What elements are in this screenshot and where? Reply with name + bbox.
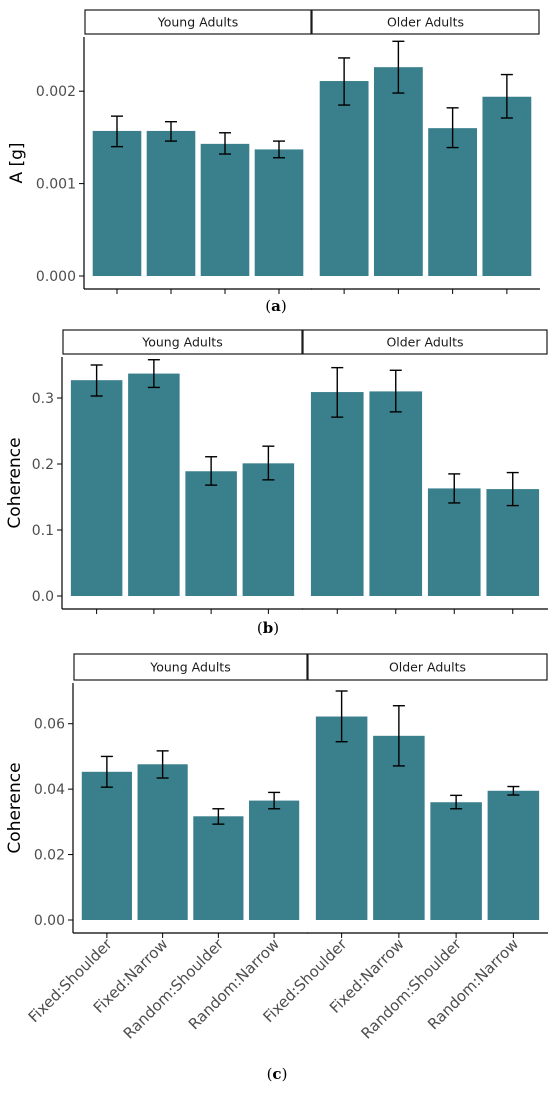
bar	[81, 771, 132, 920]
caption-paren-close: )	[273, 619, 279, 637]
bar	[70, 380, 123, 596]
y-tick-label: 0.00	[34, 913, 65, 929]
y-tick-label: 0.04	[34, 782, 65, 798]
bar	[200, 143, 250, 276]
caption-letter: a	[271, 297, 281, 315]
facet-strip	[73, 653, 308, 681]
facet-young-adults: Young Adults	[84, 9, 312, 294]
y-axis-title: Coherence	[5, 762, 25, 853]
bar	[486, 489, 540, 596]
y-tick-label: 0.06	[34, 717, 65, 733]
caption-paren-close: )	[282, 1065, 288, 1083]
caption-paren-close: )	[281, 297, 287, 315]
bar	[254, 149, 304, 276]
chart-panel-a: 0.000 0.001 0.002 A [g] Young Adults Older Ad…	[7, 9, 540, 315]
x-tick-label: Random:Shoulder	[358, 935, 466, 1043]
panel-caption: (a)	[265, 297, 286, 315]
facet-young-adults: Young AdultsFixed:ShoulderFixed:NarrowRa…	[25, 653, 308, 1043]
y-tick-label: 0.000	[36, 269, 76, 285]
bar	[487, 790, 540, 920]
bar	[92, 130, 142, 276]
bar	[428, 128, 478, 276]
bar	[430, 802, 482, 920]
y-tick-label: 0.2	[32, 457, 54, 473]
caption-paren-open: (	[257, 619, 263, 637]
panel-caption: (c)	[267, 1065, 288, 1083]
bar	[242, 463, 295, 596]
panel-caption: (b)	[257, 619, 279, 637]
facet-older-adults: Older Adults	[302, 329, 548, 614]
y-axis-title: Coherence	[5, 437, 25, 528]
y-tick-label: 0.002	[36, 84, 76, 100]
facet-strip	[311, 9, 540, 35]
caption-letter: b	[263, 619, 274, 637]
facet-strip	[84, 9, 312, 35]
facet-strip	[307, 653, 548, 681]
caption-paren-open: (	[267, 1065, 273, 1083]
facet-strip-label: Young Adults	[149, 660, 230, 675]
bar	[193, 816, 244, 920]
bar	[310, 392, 364, 596]
facet-strip-label: Older Adults	[387, 15, 464, 30]
facet-strip	[302, 329, 548, 355]
facet-older-adults: Older Adults	[311, 9, 540, 294]
bar	[369, 391, 423, 596]
facet-strip	[62, 329, 303, 355]
y-tick-label: 0.3	[32, 391, 54, 407]
caption-letter: c	[272, 1065, 281, 1083]
bar	[128, 373, 180, 596]
y-tick-label: 0.0	[32, 589, 54, 605]
bar	[319, 81, 369, 276]
y-tick-label: 0.02	[34, 848, 65, 864]
y-tick-label: 0.001	[36, 177, 76, 193]
caption-paren-open: (	[265, 297, 271, 315]
bar	[146, 130, 196, 276]
facet-strip-label: Older Adults	[389, 660, 466, 675]
facet-strip-label: Young Adults	[157, 15, 238, 30]
y-tick-label: 0.1	[32, 523, 54, 539]
facet-strip-label: Young Adults	[141, 335, 222, 350]
y-axis-title: A [g]	[7, 142, 27, 183]
x-tick-label: Random:Shoulder	[120, 935, 228, 1043]
bar	[137, 764, 188, 920]
bar	[427, 488, 481, 596]
bar	[249, 800, 300, 920]
bar	[185, 471, 237, 596]
facet-older-adults: Older AdultsFixed:ShoulderFixed:NarrowRa…	[259, 653, 548, 1043]
bar	[482, 96, 532, 276]
bar	[373, 67, 423, 277]
facet-young-adults: Young Adults	[62, 329, 303, 614]
facet-strip-label: Older Adults	[386, 335, 463, 350]
bar	[315, 716, 368, 920]
chart-panel-b: 0.0 0.1 0.2 0.3 Coherence Young Adults Older A…	[5, 329, 548, 637]
